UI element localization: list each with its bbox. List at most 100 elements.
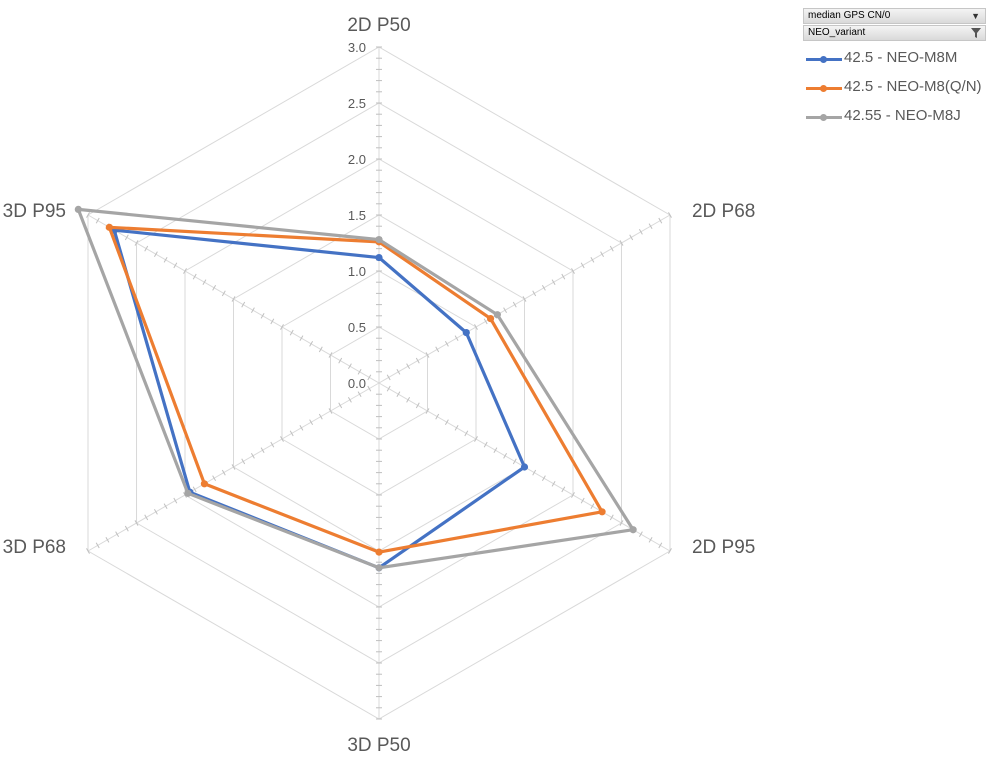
axis-minor-tick [367, 385, 372, 392]
axis-minor-tick [95, 217, 100, 224]
data-point [462, 329, 470, 337]
axis-minor-tick [289, 329, 294, 336]
axis-minor-tick [260, 312, 265, 319]
data-point [375, 548, 383, 556]
axis-minor-tick [134, 240, 139, 246]
data-point [74, 205, 82, 213]
legend-marker-icon [820, 114, 827, 121]
axis-minor-tick [212, 284, 217, 291]
axis-minor-tick [144, 245, 149, 252]
axis-minor-tick [648, 536, 653, 543]
axis-minor-tick [619, 520, 624, 526]
axis-minor-tick [474, 324, 478, 330]
axis-minor-tick [309, 419, 314, 426]
axis-minor-tick [444, 340, 449, 347]
axis-minor-tick [280, 324, 284, 330]
axis-minor-tick [512, 301, 517, 308]
axis-minor-tick [425, 352, 430, 358]
axis-minor-tick [173, 262, 178, 269]
axis-minor-tick [571, 492, 575, 498]
tick-label: 0.0 [348, 376, 366, 391]
axis-minor-tick [454, 424, 459, 431]
dropdown-arrow-icon[interactable]: ▼ [971, 11, 980, 21]
tick-label: 0.5 [348, 320, 366, 335]
axis-minor-tick [144, 514, 149, 521]
axis-minor-tick [318, 346, 323, 353]
axis-minor-tick [609, 514, 614, 521]
axis-minor-tick [250, 452, 255, 459]
axis-minor-tick [124, 234, 129, 241]
axis-minor-tick [270, 441, 275, 448]
axis-minor-tick [532, 469, 537, 476]
axis-minor-tick [231, 296, 236, 302]
axis-minor-tick [318, 413, 323, 420]
filter-median-gps-cn0[interactable]: median GPS CN/0 ▼ [803, 8, 986, 24]
axis-minor-tick [590, 503, 595, 510]
series-line [112, 228, 527, 570]
axis-label: 3D P68 [3, 537, 66, 558]
axis-minor-tick [648, 223, 653, 230]
axis-label: 2D P50 [347, 15, 410, 36]
axis-minor-tick [503, 307, 508, 314]
legend-marker-icon [820, 85, 827, 92]
axis-minor-tick [124, 525, 129, 532]
axis-minor-tick [270, 318, 275, 325]
axis-minor-tick [590, 256, 595, 263]
legend-marker-icon [820, 56, 827, 63]
axis-minor-tick [541, 475, 546, 482]
tick-label: 3.0 [348, 40, 366, 55]
axis-minor-tick [638, 228, 643, 235]
axis-label: 3D P95 [3, 201, 66, 222]
axis-minor-tick [115, 531, 120, 538]
axis-minor-tick [580, 262, 585, 269]
axis-minor-tick [192, 273, 197, 280]
legend-label: 42.5 - NEO-M8M [844, 49, 958, 66]
axis-minor-tick [415, 357, 420, 364]
axis-minor-tick [163, 256, 168, 263]
axis-minor-tick [347, 363, 352, 370]
axis-minor-tick [386, 374, 391, 381]
axis-label: 3D P50 [347, 735, 410, 756]
axis-minor-tick [658, 217, 663, 224]
axis-minor-tick [561, 273, 566, 280]
axis-minor-tick [328, 408, 333, 414]
axis-minor-tick [435, 346, 440, 353]
radar-labels: 0.0 0.5 1.0 1.5 2.0 2.5 3.0 2D P50 2D P68 2D P95 3… [3, 15, 756, 756]
axis-minor-tick [212, 475, 217, 482]
data-point [493, 311, 501, 319]
axis-minor-tick [86, 548, 90, 554]
axis-minor-tick [483, 318, 488, 325]
axis-minor-tick [532, 290, 537, 297]
axis-minor-tick [386, 385, 391, 392]
axis-minor-tick [221, 290, 226, 297]
axis-minor-tick [580, 497, 585, 504]
tick-label: 2.0 [348, 152, 366, 167]
axis-minor-tick [299, 424, 304, 431]
legend-label: 42.5 - NEO-M8(Q/N) [844, 78, 982, 95]
axis-minor-tick [105, 536, 110, 543]
axis-minor-tick [260, 447, 265, 454]
axis-minor-tick [309, 340, 314, 347]
axis-minor-tick [183, 268, 187, 274]
axis-minor-tick [192, 486, 197, 493]
axis-minor-tick [425, 408, 430, 414]
data-point [520, 463, 529, 471]
axis-minor-tick [280, 436, 284, 442]
data-point [375, 564, 383, 572]
data-point [375, 253, 383, 262]
axis-minor-tick [241, 458, 246, 465]
axis-minor-tick [241, 301, 246, 308]
axis-minor-tick [619, 240, 624, 246]
axis-minor-tick [357, 391, 362, 398]
filter-neo-variant[interactable]: NEO_variant [803, 25, 986, 41]
axis-minor-tick [357, 368, 362, 375]
axis-minor-tick [638, 531, 643, 538]
axis-minor-tick [609, 245, 614, 252]
filter-funnel-icon[interactable] [971, 28, 981, 38]
data-point [486, 315, 495, 323]
axis-minor-tick [95, 542, 100, 549]
axis-minor-tick [202, 279, 207, 286]
radar-grid [86, 46, 672, 720]
axis-label: 2D P95 [692, 537, 755, 558]
